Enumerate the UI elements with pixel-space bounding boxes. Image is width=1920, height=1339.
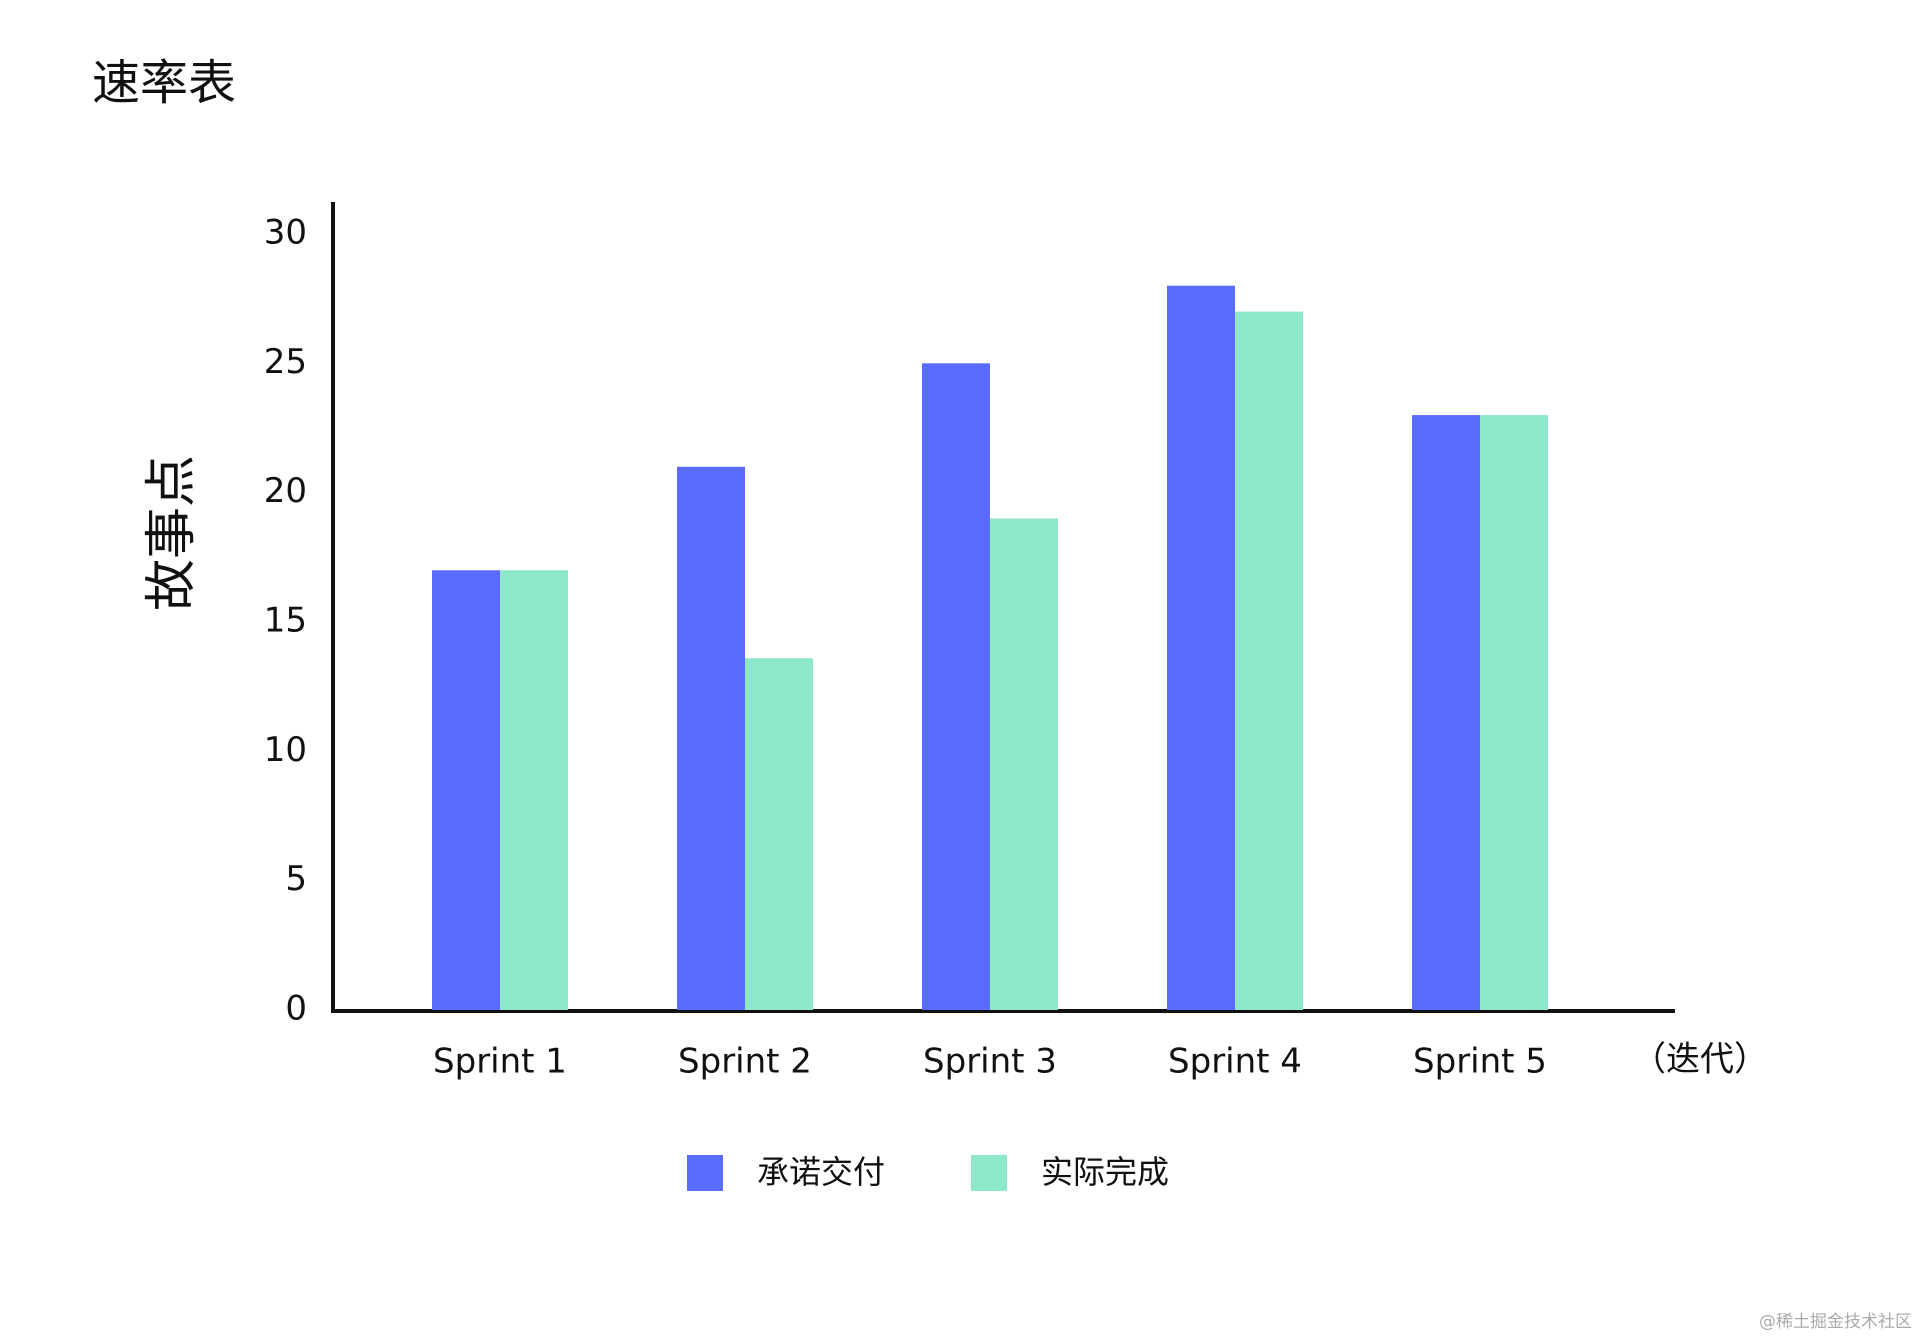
y-tick-label: 25 — [264, 342, 307, 382]
watermark: @稀土掘金技术社区 — [1759, 1312, 1912, 1332]
bar — [990, 518, 1058, 1010]
x-axis-label: （迭代） — [1632, 1040, 1768, 1080]
chart-title: 速率表 — [92, 55, 236, 111]
bar — [922, 363, 990, 1010]
y-tick-label: 0 — [285, 989, 307, 1029]
y-tick-label: 20 — [264, 471, 307, 511]
bar — [745, 658, 813, 1010]
y-tick-label: 30 — [264, 213, 307, 253]
bar — [1235, 311, 1303, 1011]
x-tick-label: Sprint 4 — [1168, 1042, 1302, 1082]
y-tick-label: 10 — [264, 730, 307, 770]
legend-label: 实际完成 — [1041, 1153, 1169, 1191]
bar — [500, 570, 568, 1010]
legend-label: 承诺交付 — [757, 1153, 885, 1191]
y-tick-label: 15 — [264, 601, 307, 641]
bar — [1412, 415, 1480, 1011]
x-tick-label: Sprint 5 — [1413, 1042, 1547, 1082]
bar — [432, 570, 500, 1010]
x-tick-label: Sprint 2 — [678, 1042, 812, 1082]
bar — [677, 466, 745, 1010]
bar — [1480, 415, 1548, 1011]
legend-swatch — [971, 1155, 1007, 1191]
bar — [1167, 285, 1235, 1010]
legend-swatch — [687, 1155, 723, 1191]
x-tick-label: Sprint 1 — [433, 1042, 567, 1082]
x-tick-label: Sprint 3 — [923, 1042, 1057, 1082]
y-axis-label: 故事点 — [142, 455, 202, 611]
y-tick-label: 5 — [285, 859, 307, 899]
